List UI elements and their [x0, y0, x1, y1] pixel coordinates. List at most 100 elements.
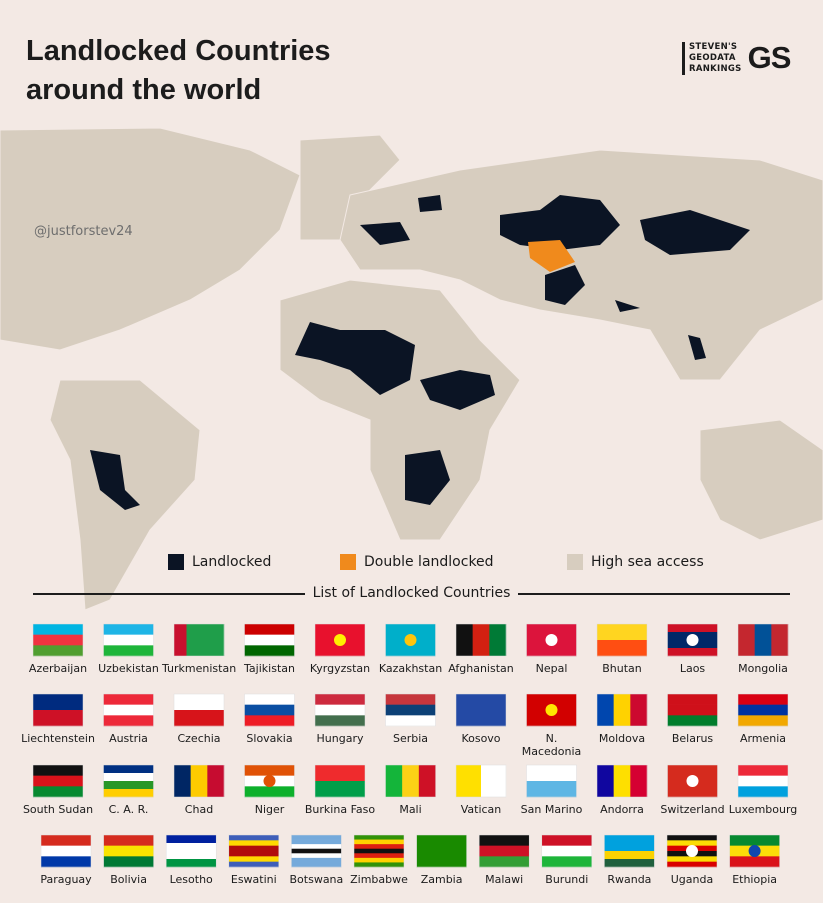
flag-border — [385, 764, 436, 798]
flag-border — [526, 693, 577, 727]
flag — [596, 623, 648, 657]
flag — [314, 693, 366, 727]
flag-border — [32, 764, 84, 798]
flag-stripe — [103, 634, 154, 646]
flag-stripe — [597, 694, 614, 726]
country-name: Malawi — [485, 873, 524, 886]
flag-stripe — [33, 645, 83, 657]
flag-border — [40, 834, 92, 868]
flag-stripe — [228, 861, 279, 868]
flag-emblem — [748, 845, 761, 857]
country-name: Liechtenstein — [21, 732, 95, 745]
country-name: Kazakhstan — [378, 662, 443, 675]
flag-stripe — [630, 694, 648, 726]
flag — [244, 764, 295, 798]
logo-line: STEVEN'S — [689, 41, 738, 52]
flag — [455, 693, 507, 727]
flag-stripe — [738, 715, 788, 727]
flag-border — [729, 834, 780, 868]
flag-stripe — [354, 844, 404, 850]
flag-border — [667, 693, 718, 727]
flag — [103, 693, 154, 727]
flag — [314, 623, 366, 657]
flag-emblem — [545, 634, 558, 646]
legend-swatch — [168, 554, 184, 570]
flag-stripe — [354, 835, 404, 840]
double-landlocked-shape — [528, 240, 575, 272]
flag-border — [103, 693, 154, 727]
flag-stripe — [597, 640, 647, 657]
flag — [596, 764, 648, 798]
flag-stripe — [291, 844, 342, 850]
flag-stripe — [354, 862, 404, 868]
legend-swatch — [340, 554, 356, 570]
flag-stripe — [244, 786, 295, 798]
landlocked-shape — [418, 195, 442, 212]
eurasia — [339, 149, 823, 381]
country-name: N. Macedonia — [521, 732, 582, 758]
country-name: Slovakia — [246, 732, 293, 745]
country-name: Zimbabwe — [350, 873, 408, 886]
flag-border — [32, 623, 84, 657]
landlocked-shapes — [90, 195, 750, 510]
flag-stripe — [385, 765, 403, 797]
flag — [737, 764, 789, 798]
logo-lines: STEVEN'S GEODATA RANKINGS — [682, 41, 742, 75]
flag-stripe — [166, 851, 217, 860]
flag — [666, 834, 718, 868]
flag-stripe — [738, 704, 788, 716]
flag-stripe — [416, 835, 467, 868]
country-name: Chad — [184, 803, 214, 816]
country-name: Luxembourg — [728, 803, 798, 816]
flag-stripe — [103, 645, 154, 657]
flag-stripe — [103, 694, 154, 705]
country-name: Azerbaijan — [28, 662, 88, 675]
flag-stripe — [103, 835, 154, 846]
flag-stripe — [166, 835, 217, 844]
flag-stripe — [174, 624, 187, 656]
flag-stripe — [479, 845, 530, 857]
flag-stripe — [667, 648, 718, 657]
flag — [667, 693, 718, 727]
country-name: Serbia — [392, 732, 429, 745]
flag-stripe — [244, 715, 295, 727]
flag-border — [291, 834, 342, 868]
flag-stripe — [729, 856, 780, 868]
flag-stripe — [729, 835, 780, 846]
flag-emblem — [686, 634, 699, 646]
flag-border — [596, 764, 648, 798]
flag — [667, 623, 718, 657]
flag-stripe — [667, 624, 718, 633]
flag-stripe — [33, 694, 83, 711]
flag-stripe — [186, 624, 200, 656]
flag-stripe — [103, 704, 154, 716]
landlocked-shape — [500, 195, 620, 250]
flag-border — [526, 764, 577, 798]
flag-border — [103, 764, 154, 798]
flag-emblem — [263, 775, 276, 787]
flag-border — [596, 693, 648, 727]
flag — [596, 693, 648, 727]
flag-stripe — [291, 857, 342, 863]
flag — [526, 764, 577, 798]
flag-stripe — [291, 848, 342, 854]
flag-stripe — [456, 694, 506, 727]
logo-line: RANKINGS — [689, 63, 742, 74]
flag — [244, 693, 295, 727]
flag-border — [737, 693, 789, 727]
flag-stripe — [354, 857, 404, 863]
flag-stripe — [604, 843, 655, 852]
flag-border — [173, 693, 225, 727]
flag-stripe — [456, 624, 473, 656]
flag-stripe — [667, 856, 717, 862]
flag-border — [455, 764, 507, 798]
flag-border — [541, 834, 593, 868]
flag-border — [228, 834, 280, 868]
country-name: Armenia — [739, 732, 787, 745]
country-name: Afghanistan — [448, 662, 514, 675]
flag-border — [737, 623, 789, 657]
flag-border — [667, 764, 718, 798]
flag — [103, 834, 154, 868]
